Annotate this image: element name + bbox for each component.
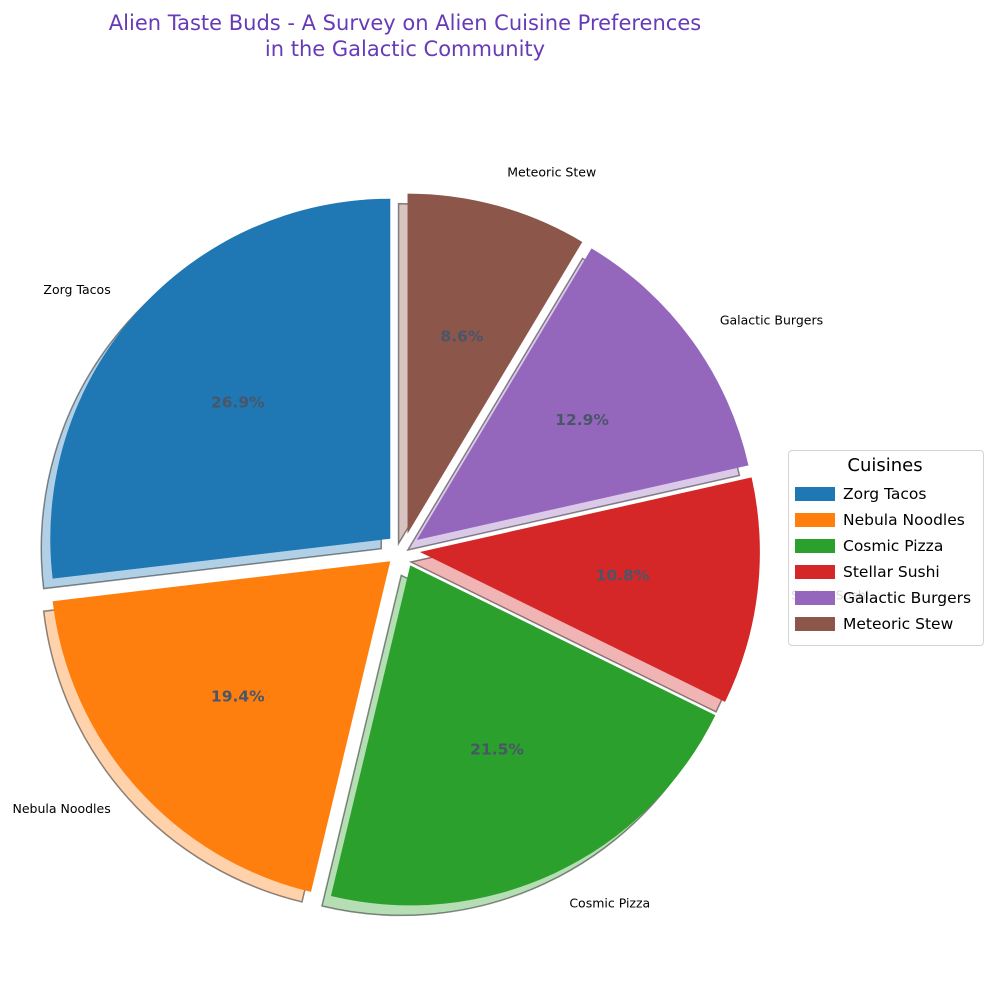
legend-swatch — [795, 487, 835, 501]
slice-meteoric-stew — [407, 193, 583, 534]
legend-label: Meteoric Stew — [843, 615, 954, 633]
slice-zorg-tacos — [50, 198, 391, 579]
legend-label: Galactic Burgers — [843, 589, 972, 607]
legend-label: Zorg Tacos — [843, 485, 927, 503]
slice-nebula-noodles — [52, 561, 391, 892]
legend-swatch — [795, 513, 835, 527]
legend-item-cosmic-pizza: Cosmic Pizza — [795, 533, 975, 559]
legend-item-nebula-noodles: Nebula Noodles — [795, 507, 975, 533]
legend-swatch — [795, 591, 835, 605]
percent-label-cosmic-pizza: 21.5% — [470, 741, 524, 759]
legend-title: Cuisines — [847, 455, 923, 476]
legend-swatch — [795, 617, 835, 631]
slice-label-galactic-burgers: Galactic Burgers — [720, 312, 823, 327]
legend: Cuisines Zorg Tacos Nebula Noodles Cosmic … — [788, 450, 984, 646]
legend-item-galactic-burgers: Galactic Burgers — [795, 585, 975, 611]
slice-galactic-burgers — [416, 248, 749, 541]
legend-item-stellar-sushi: Stellar Sushi — [795, 559, 975, 585]
percent-label-nebula-noodles: 19.4% — [211, 687, 265, 705]
legend-items: Zorg Tacos Nebula Noodles Cosmic Pizza Stel… — [795, 481, 975, 637]
slice-label-cosmic-pizza: Cosmic Pizza — [569, 895, 650, 910]
legend-item-zorg-tacos: Zorg Tacos — [795, 481, 975, 507]
legend-swatch — [795, 539, 835, 553]
chart-title: Alien Taste Buds - A Survey on Alien Cui… — [108, 11, 702, 61]
slice-stellar-sushi — [419, 477, 760, 702]
legend-label: Nebula Noodles — [843, 511, 965, 529]
percent-label-galactic-burgers: 12.9% — [555, 411, 609, 429]
slice-label-meteoric-stew: Meteoric Stew — [507, 165, 596, 180]
percent-label-zorg-tacos: 26.9% — [211, 394, 265, 412]
legend-label: Cosmic Pizza — [843, 537, 944, 555]
pie-slices — [50, 193, 760, 906]
legend-swatch — [795, 565, 835, 579]
slice-label-zorg-tacos: Zorg Tacos — [43, 282, 110, 297]
percent-label-meteoric-stew: 8.6% — [440, 328, 483, 346]
percent-label-stellar-sushi: 10.8% — [596, 566, 650, 584]
legend-label: Stellar Sushi — [843, 563, 940, 581]
legend-item-meteoric-stew: Meteoric Stew — [795, 611, 975, 637]
slice-label-nebula-noodles: Nebula Noodles — [12, 801, 110, 816]
percent-labels: 26.9% 19.4% 21.5% 10.8% 12.9% 8.6% — [211, 328, 650, 759]
slice-cosmic-pizza — [330, 565, 716, 906]
